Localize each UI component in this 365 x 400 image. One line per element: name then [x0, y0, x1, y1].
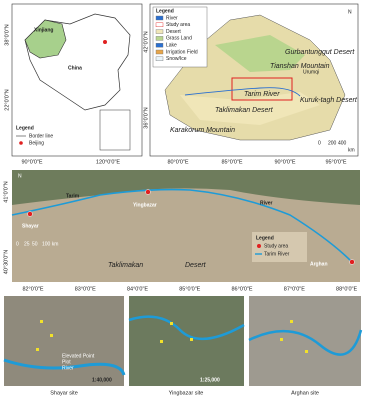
lon-tick: 90°0'0"E [21, 159, 42, 165]
site-scale: 1:40,000 [92, 377, 112, 383]
lat-tick: 38°0'0"N [4, 24, 10, 45]
place: Arghan [310, 261, 328, 267]
legend-title: Legend [16, 125, 34, 131]
legend-title: Legend [156, 8, 174, 14]
lon-tick: 87°0'0"E [284, 286, 305, 292]
lon-tick: 83°0'0"E [75, 286, 96, 292]
legend-entry: River [166, 15, 178, 21]
scale: km [348, 147, 355, 153]
place: Tarim [66, 193, 80, 199]
lon-tick: 84°0'0"E [127, 286, 148, 292]
site-title: Yingbazar site [169, 390, 204, 396]
legend-swatch [155, 36, 164, 41]
site-title: Arghan site [291, 390, 319, 396]
lat-tick: 41°0'0"N [3, 181, 9, 202]
legend-entry: Study area [166, 22, 190, 28]
legend-swatch [155, 56, 164, 61]
scale: 200 [328, 140, 337, 146]
label: Xinjiang [34, 27, 53, 33]
satellite-strip: Shayar Tarim Yingbazar River Taklimakan … [3, 170, 360, 292]
site-legend: Plot [62, 359, 71, 365]
site-legend: Elevated Point [62, 353, 95, 359]
legend-entry: Border line [29, 133, 53, 139]
place: Desert [185, 262, 207, 269]
legend-entry: Beijing [29, 140, 44, 146]
site-panels: Elevated Point Plot River 1:40,000 1:25,… [3, 296, 363, 396]
lon-tick: 95°0'0"E [325, 159, 346, 165]
legend-entry: Lake [166, 43, 177, 49]
lon-tick: 85°0'0"E [221, 159, 242, 165]
place: River [260, 200, 273, 206]
place: Shayar [22, 223, 39, 229]
lon-tick: 80°0'0"E [167, 159, 188, 165]
north: N [18, 173, 22, 179]
lat-tick: 42°0'0"N [143, 31, 149, 52]
legend-entry: Grass Land [166, 36, 192, 42]
lon-tick: 82°0'0"E [22, 286, 43, 292]
place: Urumqi [303, 69, 319, 75]
site-legend: River [62, 365, 74, 371]
legend-entry: Desert [166, 29, 181, 35]
legend-swatch [155, 22, 164, 27]
north: N [348, 9, 352, 15]
legend-swatch [155, 29, 164, 34]
place: Tianshan Mountain [270, 63, 330, 70]
scale: 400 [338, 140, 347, 146]
scale: 25 [24, 241, 30, 247]
legend-swatch [155, 43, 164, 48]
label: China [68, 65, 82, 71]
legend-entry: Irrigation Field [166, 49, 198, 55]
place: Taklimakan [108, 262, 143, 269]
legend-swatch [155, 15, 164, 21]
site-scale: 1:25,000 [200, 377, 220, 383]
place: Yingbazar [133, 202, 157, 208]
scale: 100 km [42, 241, 58, 247]
scale: 0 [318, 140, 321, 146]
lon-tick: 120°0'0"E [96, 159, 120, 165]
legend-swatch [155, 49, 164, 55]
china-map: Xinjiang China Legend Border line Beijin… [4, 3, 143, 165]
legend-entry: Tarim River [264, 251, 290, 257]
lon-tick: 90°0'0"E [274, 159, 295, 165]
lat-tick: 36°0'0"N [143, 107, 149, 128]
place: Kuruk-tagh Desert [300, 97, 358, 104]
lat-tick: 22°0'0"N [4, 89, 10, 110]
place: Gurbantunggut Desert [285, 49, 355, 56]
legend-title: Legend [256, 235, 274, 241]
scale: 50 [32, 241, 38, 247]
lat-tick: 40°30'0"N [3, 250, 9, 274]
legend-entry: Study area [264, 243, 288, 249]
site-title: Shayar site [50, 390, 78, 396]
lon-tick: 88°0'0"E [336, 286, 357, 292]
lon-tick: 85°0'0"E [179, 286, 200, 292]
place: Tarim River [244, 91, 280, 98]
legend-entry: Snow/Ice [166, 56, 187, 62]
place: Taklimakan Desert [215, 107, 274, 114]
lon-tick: 86°0'0"E [232, 286, 253, 292]
place: Karakorum Mountain [170, 127, 235, 134]
scale: 0 [16, 241, 19, 247]
